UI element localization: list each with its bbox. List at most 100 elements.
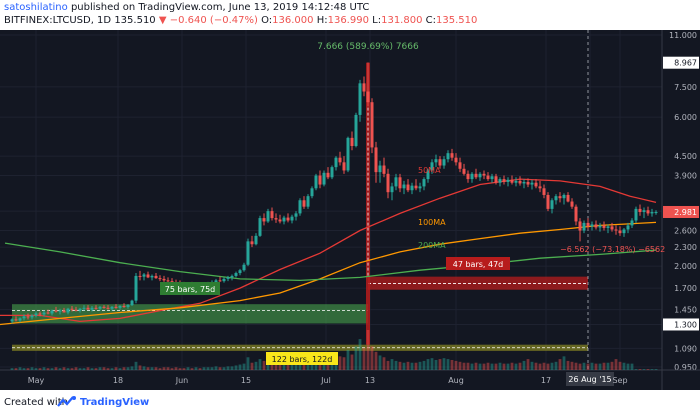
candle-body (154, 275, 158, 279)
candle-body (78, 308, 82, 311)
volume-bar (602, 362, 606, 370)
candle-body (470, 173, 474, 180)
candle-body (518, 180, 522, 184)
candle-body (162, 278, 166, 281)
peak-measure-label: 7.666 (589.69%) 7666 (317, 42, 419, 52)
volume-bar (646, 369, 650, 370)
volume-bar (390, 359, 394, 370)
volume-bar (154, 367, 158, 370)
close-label: C: (425, 15, 436, 26)
volume-bar (142, 366, 146, 370)
time-badge (566, 372, 614, 386)
ma-line-50ma (0, 178, 657, 323)
volume-bar (182, 368, 186, 370)
author-link[interactable]: satoshilatino (4, 2, 68, 13)
volume-bar (518, 362, 522, 370)
x-tick-label: 26 Aug '15 (568, 375, 611, 384)
candle-body (506, 179, 510, 182)
volume-bar (110, 368, 114, 370)
volume-bar (98, 367, 102, 370)
volume-bar (638, 369, 642, 370)
candle-body (466, 173, 470, 180)
volume-bar (350, 354, 354, 370)
candle-body (342, 162, 346, 171)
ma50-label: 50MA (418, 166, 441, 175)
volume-bar (434, 360, 438, 370)
candle-body (50, 310, 54, 314)
volume-bar (174, 367, 178, 370)
candle-body (270, 211, 274, 219)
volume-bar (22, 368, 26, 370)
volume-bar (238, 364, 242, 370)
candle-body (86, 307, 90, 310)
volume-bar (226, 366, 230, 370)
candlestick-chart[interactable]: 11.0008.9677.5006.0004.5003.9003.0002.98… (0, 30, 700, 390)
candle-body (642, 210, 646, 213)
candle-body (626, 225, 630, 230)
volume-bar (278, 363, 282, 370)
x-tick-label: May (28, 376, 45, 385)
candle-body (454, 157, 458, 163)
candle-body (142, 274, 146, 277)
tradingview-brand[interactable]: TradingView (80, 397, 150, 408)
volume-bar (474, 362, 478, 370)
candle-body (490, 176, 494, 180)
candle-body (450, 153, 454, 158)
candle-body (62, 310, 66, 313)
candle-body (514, 180, 518, 183)
candle-body (546, 194, 550, 209)
volume-bar (386, 360, 390, 370)
candle-body (442, 159, 446, 166)
volume-bar (338, 356, 342, 370)
candle-body (54, 310, 58, 312)
volume-bar (26, 368, 30, 370)
volume-bar (598, 363, 602, 370)
volume-bar (566, 360, 570, 370)
price-badge (663, 205, 699, 218)
volume-bar (282, 362, 286, 370)
volume-bar (630, 363, 634, 370)
volume-bar (486, 362, 490, 370)
candle-body (126, 305, 130, 307)
volume-bar (250, 362, 254, 370)
candle-body (354, 114, 358, 147)
tradingview-logo-icon (57, 396, 76, 407)
candle-body (494, 176, 498, 183)
bars-47-label: 47 bars, 47d (453, 260, 504, 269)
candle-body (70, 308, 74, 310)
chart-pane[interactable]: 11.0008.9677.5006.0004.5003.9003.0002.98… (0, 30, 700, 390)
volume-bar (78, 368, 82, 370)
close-value: 135.510 (436, 15, 478, 26)
candle-body (590, 224, 594, 227)
candle-body (602, 225, 606, 228)
change-arrow-icon: ▼ (158, 15, 167, 26)
high-value: 136.990 (327, 15, 369, 26)
symbol-label: BITFINEX:LTCUSD, 1D (4, 15, 112, 26)
bars-75-label: 75 bars, 75d (165, 285, 216, 294)
candle-body (638, 208, 642, 213)
open-value: 136.000 (272, 15, 314, 26)
candle-body (46, 312, 50, 314)
volume-bar (286, 363, 290, 370)
candle-body (622, 229, 626, 234)
candle-body (30, 315, 34, 318)
candle-body (570, 201, 574, 207)
candle-body (562, 194, 566, 199)
created-with-label: Created with (4, 397, 68, 408)
bars-122-label: 122 bars, 122d (272, 355, 333, 364)
candle-body (290, 216, 294, 221)
volume-bar (262, 360, 266, 370)
candle-body (58, 310, 62, 312)
candle-body (586, 222, 590, 227)
candle-body (558, 196, 562, 199)
candle-body (486, 175, 490, 180)
candle-body (114, 306, 118, 308)
candle-body (338, 157, 342, 163)
volume-bar (506, 363, 510, 370)
candle-body (606, 226, 610, 228)
price-badge (663, 318, 699, 331)
candle-body (550, 200, 554, 209)
volume-bar (442, 358, 446, 370)
volume-bar (214, 366, 218, 370)
candle-body (214, 280, 218, 283)
